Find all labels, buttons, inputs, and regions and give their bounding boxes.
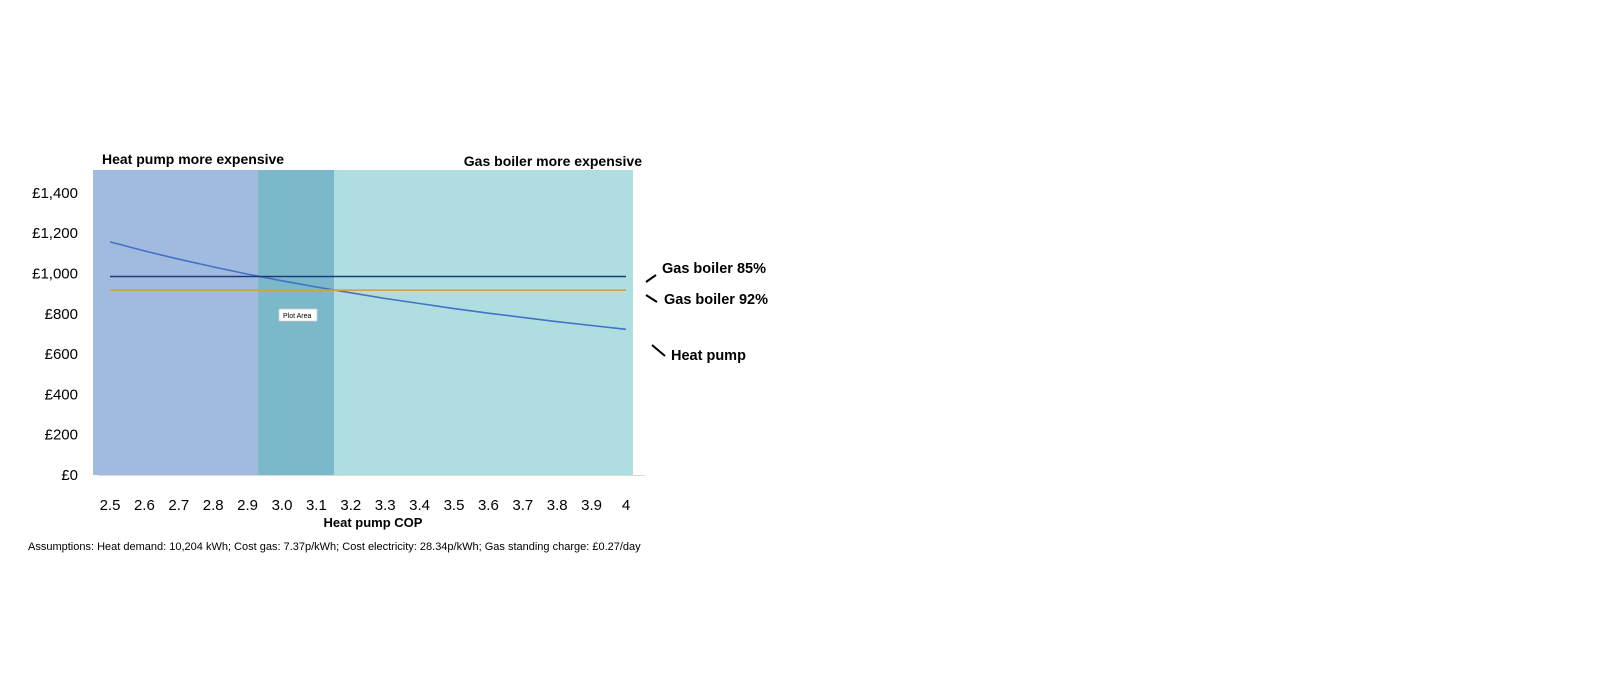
y-tick-label: £1,400 — [32, 185, 78, 202]
series-line-heat-pump — [109, 241, 627, 331]
region-label-gas-boiler: Gas boiler more expensive — [464, 153, 642, 169]
series-lines — [109, 241, 627, 331]
region-label-heat-pump: Heat pump more expensive — [102, 151, 284, 167]
x-tick-label: 3.7 — [512, 497, 533, 514]
series-labels: Heat pump Gas boiler 85% Gas boiler 92% — [662, 261, 768, 364]
region-band-3 — [334, 170, 633, 475]
x-tick-label: 3.5 — [444, 497, 465, 514]
y-tick-label: £1,200 — [32, 225, 78, 242]
x-tick-label: 2.8 — [203, 497, 224, 514]
x-tick-label: 3.2 — [340, 497, 361, 514]
x-axis-title: Heat pump COP — [324, 515, 423, 530]
x-tick-label: 2.5 — [100, 497, 121, 514]
leader-line-heat-pump — [651, 344, 666, 357]
x-tick-label: 3.6 — [478, 497, 499, 514]
leader-line-gas-boiler-85 — [645, 274, 657, 283]
x-tick-label: 3.1 — [306, 497, 327, 514]
series-label-leaders — [645, 274, 666, 357]
x-tick-label: 3.3 — [375, 497, 396, 514]
x-axis-ticks: 2.5 2.6 2.7 2.8 2.9 3.0 3.1 3.2 3.3 3.4 3.5 3.6 3.7 3… — [100, 497, 631, 514]
x-tick-label: 3.0 — [272, 497, 293, 514]
plot-area-tooltip: Plot Area — [278, 308, 318, 322]
x-tick-label: 2.7 — [168, 497, 189, 514]
x-tick-label: 4 — [622, 497, 630, 514]
shaded-regions — [93, 170, 645, 476]
series-label-gas-boiler-92: Gas boiler 92% — [664, 292, 768, 308]
leader-line-gas-boiler-92 — [645, 294, 658, 303]
y-tick-label: £800 — [45, 306, 78, 323]
plot-area-tooltip-text: Plot Area — [283, 313, 312, 320]
y-tick-label: £200 — [45, 427, 78, 444]
y-tick-label: £0 — [61, 467, 78, 484]
series-label-gas-boiler-85: Gas boiler 85% — [662, 261, 766, 277]
assumptions-footnote: Assumptions: Heat demand: 10,204 kWh; Co… — [28, 541, 641, 553]
x-tick-label: 3.4 — [409, 497, 430, 514]
y-tick-label: £600 — [45, 346, 78, 363]
x-tick-label: 2.6 — [134, 497, 155, 514]
x-tick-label: 2.9 — [237, 497, 258, 514]
region-band-2 — [258, 170, 334, 475]
y-tick-label: £1,000 — [32, 266, 78, 283]
region-labels: Heat pump more expensive Gas boiler more … — [102, 151, 642, 169]
region-band-1 — [93, 170, 258, 475]
series-label-heat-pump: Heat pump — [671, 348, 746, 364]
y-axis-ticks: £0 £200 £400 £600 £800 £1,000 £1,200 £1,400 — [32, 185, 78, 484]
y-tick-label: £400 — [45, 386, 78, 403]
x-tick-label: 3.9 — [581, 497, 602, 514]
x-tick-label: 3.8 — [547, 497, 568, 514]
